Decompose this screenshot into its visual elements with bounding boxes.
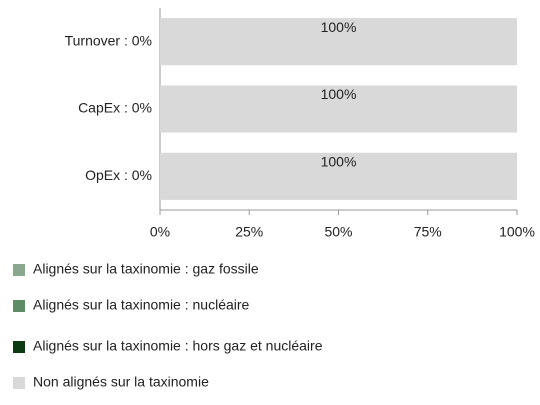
data-label: 100% bbox=[321, 86, 357, 102]
x-tick-label: 100% bbox=[499, 224, 535, 240]
y-tick-label: CapEx : 0% bbox=[78, 100, 152, 116]
legend-label: Alignés sur la taxinomie : nucléaire bbox=[33, 297, 250, 313]
legend-swatch bbox=[13, 264, 25, 276]
x-tick-label: 50% bbox=[324, 224, 352, 240]
bar-segment bbox=[160, 85, 517, 133]
legend-swatch bbox=[13, 300, 25, 312]
bar-segment bbox=[160, 18, 517, 66]
legend-label: Alignés sur la taxinomie : hors gaz et n… bbox=[33, 338, 323, 354]
legend-label: Alignés sur la taxinomie : gaz fossile bbox=[33, 261, 259, 277]
x-tick-label: 75% bbox=[414, 224, 442, 240]
bar-segment bbox=[160, 152, 517, 200]
y-tick-label: Turnover : 0% bbox=[65, 32, 152, 48]
x-tick-label: 25% bbox=[235, 224, 263, 240]
legend-swatch bbox=[13, 341, 25, 353]
y-tick-label: OpEx : 0% bbox=[85, 167, 152, 183]
legend-swatch bbox=[13, 377, 25, 389]
data-label: 100% bbox=[321, 153, 357, 169]
x-tick-label: 0% bbox=[150, 224, 170, 240]
data-label: 100% bbox=[321, 19, 357, 35]
legend-label: Non alignés sur la taxinomie bbox=[33, 374, 209, 390]
